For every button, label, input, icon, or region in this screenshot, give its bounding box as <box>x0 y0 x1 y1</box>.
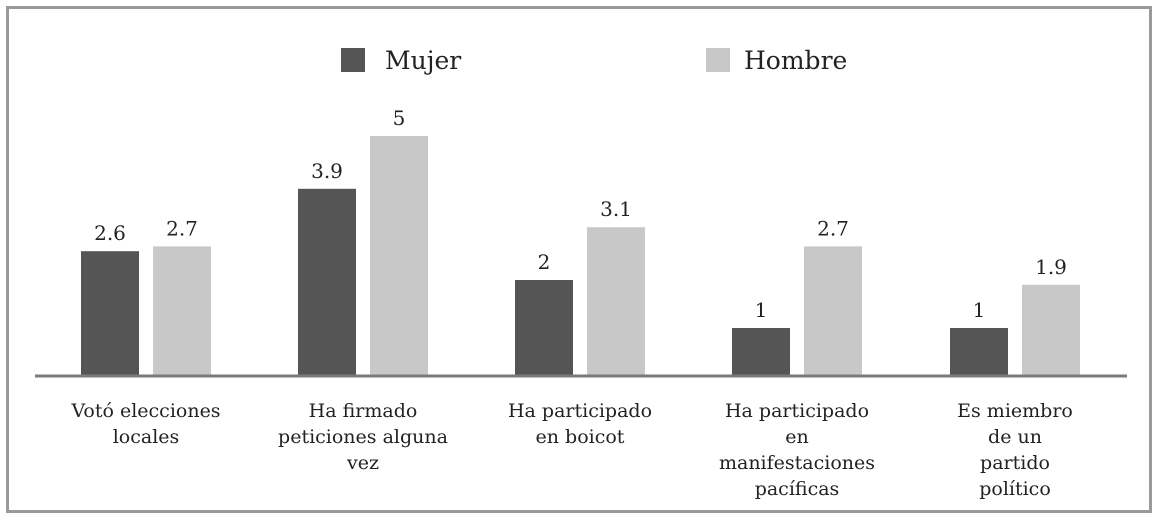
bar-mujer-2 <box>515 280 573 376</box>
category-label-line: vez <box>346 452 379 474</box>
category-label-0: Votó elecciones locales <box>70 400 220 448</box>
category-label-line: Ha firmado <box>309 400 418 422</box>
category-label-line: partido <box>980 452 1050 474</box>
bar-mujer-3 <box>732 328 790 376</box>
category-label-line: locales <box>113 426 180 448</box>
legend-swatch-mujer <box>341 48 365 72</box>
bar-hombre-4 <box>1022 284 1080 376</box>
bars-group <box>81 136 1080 376</box>
value-label-hombre-4: 1.9 <box>1035 255 1067 279</box>
legend-label-mujer: Mujer <box>385 46 461 75</box>
value-label-mujer-1: 3.9 <box>311 159 343 183</box>
bar-mujer-1 <box>298 188 356 376</box>
value-label-hombre-1: 5 <box>393 106 406 130</box>
category-label-line: Ha participado <box>508 400 652 422</box>
value-label-mujer-0: 2.6 <box>94 221 126 245</box>
legend-swatch-hombre <box>706 48 730 72</box>
value-label-hombre-0: 2.7 <box>166 216 198 240</box>
legend-label-hombre: Hombre <box>744 46 847 75</box>
category-label-line: en boicot <box>536 426 625 448</box>
bar-mujer-4 <box>950 328 1008 376</box>
bar-hombre-0 <box>153 246 211 376</box>
value-label-mujer-2: 2 <box>538 250 551 274</box>
category-labels-group: Votó elecciones locales Ha firmado peticion… <box>70 400 1072 500</box>
category-label-line: manifestaciones <box>719 452 875 474</box>
category-label-4: Es miembro de un partido político <box>957 400 1073 500</box>
category-label-3: Ha participado en manifestaciones pacíficas <box>719 400 875 500</box>
category-label-line: pacíficas <box>755 478 840 500</box>
value-label-hombre-3: 2.7 <box>817 216 849 240</box>
bar-hombre-1 <box>370 136 428 376</box>
category-label-line: Es miembro <box>957 400 1073 422</box>
category-label-line: peticiones alguna <box>278 426 448 448</box>
value-label-mujer-3: 1 <box>755 298 768 322</box>
value-label-hombre-2: 3.1 <box>600 197 632 221</box>
legend: Mujer Hombre <box>341 46 847 75</box>
value-label-mujer-4: 1 <box>973 298 986 322</box>
category-label-line: de un <box>988 426 1042 448</box>
category-label-line: en <box>785 426 808 448</box>
category-label-2: Ha participado en boicot <box>508 400 652 448</box>
bar-hombre-2 <box>587 227 645 376</box>
category-label-line: Ha participado <box>725 400 869 422</box>
category-label-line: Votó elecciones <box>70 400 220 422</box>
bar-mujer-0 <box>81 251 139 376</box>
category-label-1: Ha firmado peticiones alguna vez <box>278 400 448 474</box>
value-labels-group: 2.6 2.7 3.9 5 2 3.1 1 2.7 1 1.9 <box>94 106 1067 322</box>
bar-hombre-3 <box>804 246 862 376</box>
category-label-line: político <box>979 478 1051 500</box>
